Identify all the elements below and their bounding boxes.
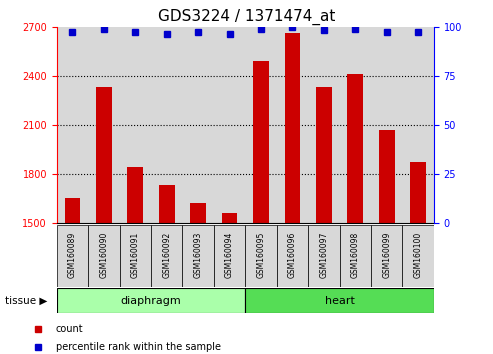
Bar [245, 225, 277, 287]
Text: GSM160090: GSM160090 [99, 231, 108, 278]
Text: GSM160095: GSM160095 [256, 231, 266, 278]
Bar [127, 167, 143, 223]
Bar [222, 213, 238, 223]
Text: GDS3224 / 1371474_at: GDS3224 / 1371474_at [158, 9, 335, 25]
Bar [119, 27, 151, 223]
Bar [371, 225, 402, 287]
Bar [348, 74, 363, 223]
Text: GSM160098: GSM160098 [351, 232, 360, 278]
Bar [182, 27, 214, 223]
Bar [277, 225, 308, 287]
Bar [151, 27, 182, 223]
Bar [88, 27, 119, 223]
Text: GSM160097: GSM160097 [319, 231, 328, 278]
Bar [410, 162, 426, 223]
Bar [308, 27, 340, 223]
Text: GSM160091: GSM160091 [131, 232, 140, 278]
Text: GSM160100: GSM160100 [414, 232, 423, 278]
Bar [340, 27, 371, 223]
Text: tissue ▶: tissue ▶ [5, 296, 47, 306]
Bar [340, 225, 371, 287]
Bar [214, 27, 246, 223]
Text: percentile rank within the sample: percentile rank within the sample [56, 342, 221, 352]
Bar [151, 225, 182, 287]
Bar [284, 33, 300, 223]
Bar [190, 203, 206, 223]
Bar [119, 225, 151, 287]
Bar [402, 27, 434, 223]
Bar [57, 288, 245, 313]
Text: heart: heart [324, 296, 354, 306]
Bar [379, 130, 394, 223]
Text: GSM160099: GSM160099 [382, 231, 391, 278]
Text: GSM160093: GSM160093 [194, 231, 203, 278]
Bar [245, 288, 434, 313]
Text: diaphragm: diaphragm [121, 296, 181, 306]
Bar [65, 199, 80, 223]
Text: GSM160092: GSM160092 [162, 232, 171, 278]
Bar [182, 225, 214, 287]
Bar [253, 61, 269, 223]
Text: GSM160089: GSM160089 [68, 232, 77, 278]
Bar [88, 225, 119, 287]
Bar [96, 87, 112, 223]
Bar [245, 27, 277, 223]
Text: GSM160094: GSM160094 [225, 231, 234, 278]
Bar [277, 27, 308, 223]
Bar [159, 185, 175, 223]
Bar [402, 225, 434, 287]
Bar [308, 225, 340, 287]
Bar [57, 225, 88, 287]
Text: count: count [56, 324, 83, 333]
Bar [57, 27, 88, 223]
Bar [371, 27, 402, 223]
Bar [214, 225, 246, 287]
Text: GSM160096: GSM160096 [288, 231, 297, 278]
Bar [316, 87, 332, 223]
